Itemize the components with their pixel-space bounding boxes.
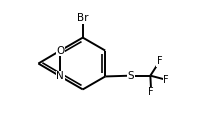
Text: Br: Br xyxy=(77,13,89,23)
Text: O: O xyxy=(56,46,64,56)
Text: F: F xyxy=(163,75,169,85)
Text: S: S xyxy=(128,71,135,81)
Text: F: F xyxy=(157,56,162,66)
Text: N: N xyxy=(57,71,64,81)
Text: F: F xyxy=(148,87,154,97)
